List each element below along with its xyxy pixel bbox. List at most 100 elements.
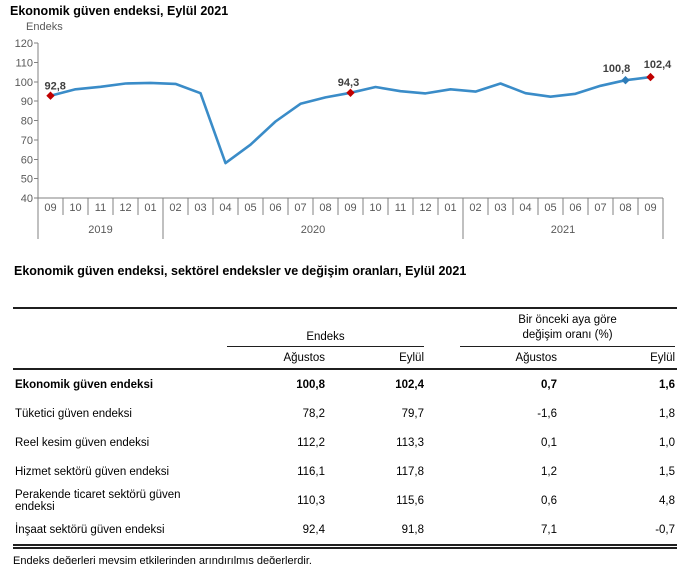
cell-value: 0,7 [541, 378, 558, 391]
index-table: Endeks Bir önceki aya göre değişim oranı… [13, 307, 678, 549]
table-title: Ekonomik güven endeksi, sektörel endeksl… [14, 264, 467, 278]
cell-value: 102,4 [395, 378, 425, 391]
svg-text:70: 70 [21, 135, 33, 147]
row-label: Reel kesim güven endeksi [15, 436, 150, 449]
data-point-label: 92,8 [45, 81, 66, 93]
cell-value: 1,2 [541, 465, 558, 478]
table-row: Tüketici güven endeksi 78,2 79,7 -1,6 1,8 [13, 399, 677, 428]
svg-text:90: 90 [21, 96, 33, 108]
y-axis: 40 50 60 70 80 90 100 110 120 [15, 38, 39, 239]
group-header-row: Endeks Bir önceki aya göre değişim oranı… [13, 308, 677, 347]
cell-value: 91,8 [401, 523, 425, 536]
svg-text:02: 02 [169, 202, 181, 214]
data-labels: 92,8 94,3 100,8 102,4 [45, 59, 672, 100]
group-endeks-cell: Endeks [225, 308, 426, 347]
subheader-endeks-eylul: Eylül [327, 347, 427, 370]
cell-value: 1,6 [659, 378, 676, 391]
svg-text:2019: 2019 [88, 224, 112, 236]
svg-text:2020: 2020 [301, 224, 325, 236]
row-label: Hizmet sektörü güven endeksi [15, 465, 170, 478]
cell-value: 115,6 [396, 494, 425, 507]
data-point-marker [346, 88, 355, 97]
svg-text:05: 05 [244, 202, 256, 214]
svg-text:12: 12 [419, 202, 431, 214]
data-point-label: 100,8 [603, 63, 631, 75]
cell-value: 100,8 [296, 378, 325, 391]
svg-text:07: 07 [294, 202, 306, 214]
svg-text:02: 02 [469, 202, 481, 214]
svg-text:06: 06 [569, 202, 581, 214]
row-label: Perakende ticaret sektörü güven endeksi [15, 488, 181, 513]
svg-text:06: 06 [269, 202, 281, 214]
svg-text:120: 120 [15, 38, 33, 50]
cell-value: 4,8 [659, 494, 676, 507]
svg-text:01: 01 [144, 202, 156, 214]
table-row: İnşaat sektörü güven endeksi 92,4 91,8 7,1 -… [13, 515, 677, 547]
cell-value: 117,8 [396, 465, 425, 478]
cell-value: 1,0 [659, 436, 676, 449]
table-row: Reel kesim güven endeksi 112,2 113,3 0,1 1,0 [13, 428, 677, 457]
svg-text:60: 60 [21, 154, 33, 166]
svg-text:03: 03 [194, 202, 206, 214]
cell-value: 110,3 [297, 494, 325, 507]
subheader-endeks-agustos: Ağustos [225, 347, 327, 370]
data-point-label: 94,3 [338, 77, 359, 89]
svg-text:07: 07 [594, 202, 606, 214]
cell-value: 112,2 [297, 436, 325, 449]
svg-text:10: 10 [369, 202, 381, 214]
svg-text:04: 04 [219, 202, 231, 214]
group-change-cell: Bir önceki aya göre değişim oranı (%) [426, 308, 677, 347]
svg-text:40: 40 [21, 193, 33, 205]
empty-header-cell [13, 308, 225, 347]
svg-text:80: 80 [21, 116, 33, 128]
row-label: Ekonomik güven endeksi [15, 378, 154, 391]
svg-text:110: 110 [15, 57, 33, 69]
row-label: İnşaat sektörü güven endeksi [15, 523, 165, 536]
data-point-marker [646, 72, 655, 82]
group-header-change-line1: Bir önceki aya göre [518, 314, 617, 327]
cell-value: 1,8 [659, 407, 676, 420]
svg-text:08: 08 [319, 202, 331, 214]
svg-text:09: 09 [644, 202, 656, 214]
empty-subheader-cell [13, 347, 225, 370]
group-header-change-line2: değişim oranı (%) [522, 329, 613, 342]
chart-svg: Endeks 40 50 60 70 80 90 100 110 120 09 10 11 12 01 02 0… [15, 21, 672, 239]
svg-text:08: 08 [619, 202, 631, 214]
cell-value: 78,2 [302, 407, 325, 420]
svg-text:09: 09 [344, 202, 356, 214]
svg-text:50: 50 [21, 174, 33, 186]
svg-text:05: 05 [544, 202, 556, 214]
svg-text:09: 09 [44, 202, 56, 214]
svg-text:01: 01 [444, 202, 456, 214]
cell-value: 113,3 [396, 436, 425, 449]
group-header-endeks: Endeks [227, 331, 425, 347]
index-table-wrap: Endeks Bir önceki aya göre değişim oranı… [13, 307, 678, 564]
data-point-marker [621, 76, 630, 85]
y-axis-title: Endeks [26, 21, 63, 33]
table-row: Hizmet sektörü güven endeksi 116,1 117,8 1,… [13, 457, 677, 486]
subheader-change-agustos: Ağustos [426, 347, 560, 370]
cell-value: 116,1 [297, 465, 325, 478]
cell-value: -0,7 [655, 523, 676, 536]
data-point-marker [46, 91, 55, 100]
svg-text:12: 12 [119, 202, 131, 214]
group-header-change: Bir önceki aya göre değişim oranı (%) [460, 313, 676, 347]
subheader-change-eylul: Eylül [559, 347, 678, 370]
svg-text:04: 04 [519, 202, 531, 214]
table-footnote: Endeks değerleri mevsim etkilerinden arı… [13, 555, 312, 564]
svg-text:10: 10 [69, 202, 81, 214]
row-label: Tüketici güven endeksi [15, 407, 132, 420]
cell-value: 1,5 [659, 465, 676, 478]
svg-text:11: 11 [95, 202, 106, 214]
svg-text:100: 100 [15, 77, 33, 89]
confidence-line-chart: Endeks 40 50 60 70 80 90 100 110 120 09 10 11 12 01 02 0… [0, 0, 687, 252]
cell-value: 0,6 [541, 494, 558, 507]
cell-value: 0,1 [541, 436, 558, 449]
cell-value: -1,6 [537, 407, 558, 420]
sub-header-row: Ağustos Eylül Ağustos Eylül [13, 347, 678, 370]
cell-value: 7,1 [541, 523, 558, 536]
data-point-label: 102,4 [644, 59, 672, 71]
chart-title: Ekonomik güven endeksi, Eylül 2021 [10, 4, 229, 18]
table-row: Perakende ticaret sektörü güven endeksi 1… [13, 486, 677, 515]
cell-value: 79,7 [401, 407, 425, 420]
